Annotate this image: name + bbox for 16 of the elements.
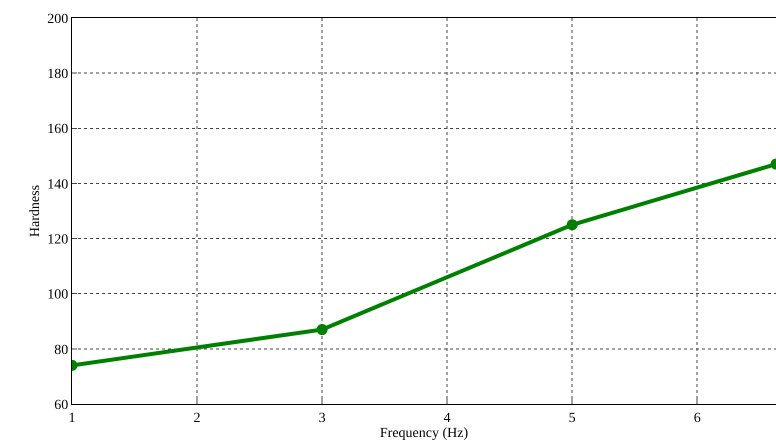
y-tick-label: 160 [47, 122, 68, 138]
x-tick-label: 2 [194, 410, 201, 426]
y-tick-label: 140 [47, 177, 68, 192]
y-tick-label: 100 [47, 288, 68, 303]
y-axis-title: Hardness [28, 184, 43, 238]
y-tick-label: 200 [47, 12, 68, 27]
x-tick-label: 5 [568, 410, 576, 426]
y-tick-label: 180 [47, 67, 68, 82]
y-tick-label: 120 [47, 232, 68, 248]
x-tick-label: 4 [444, 410, 451, 426]
y-tick-label: 60 [54, 398, 68, 413]
x-tick-label: 1 [68, 410, 76, 426]
y-tick-label: 80 [54, 342, 68, 358]
x-tick-label: 6 [694, 410, 701, 426]
x-tick-label: 3 [318, 410, 326, 426]
x-axis-title: Frequency (Hz) [380, 426, 468, 441]
